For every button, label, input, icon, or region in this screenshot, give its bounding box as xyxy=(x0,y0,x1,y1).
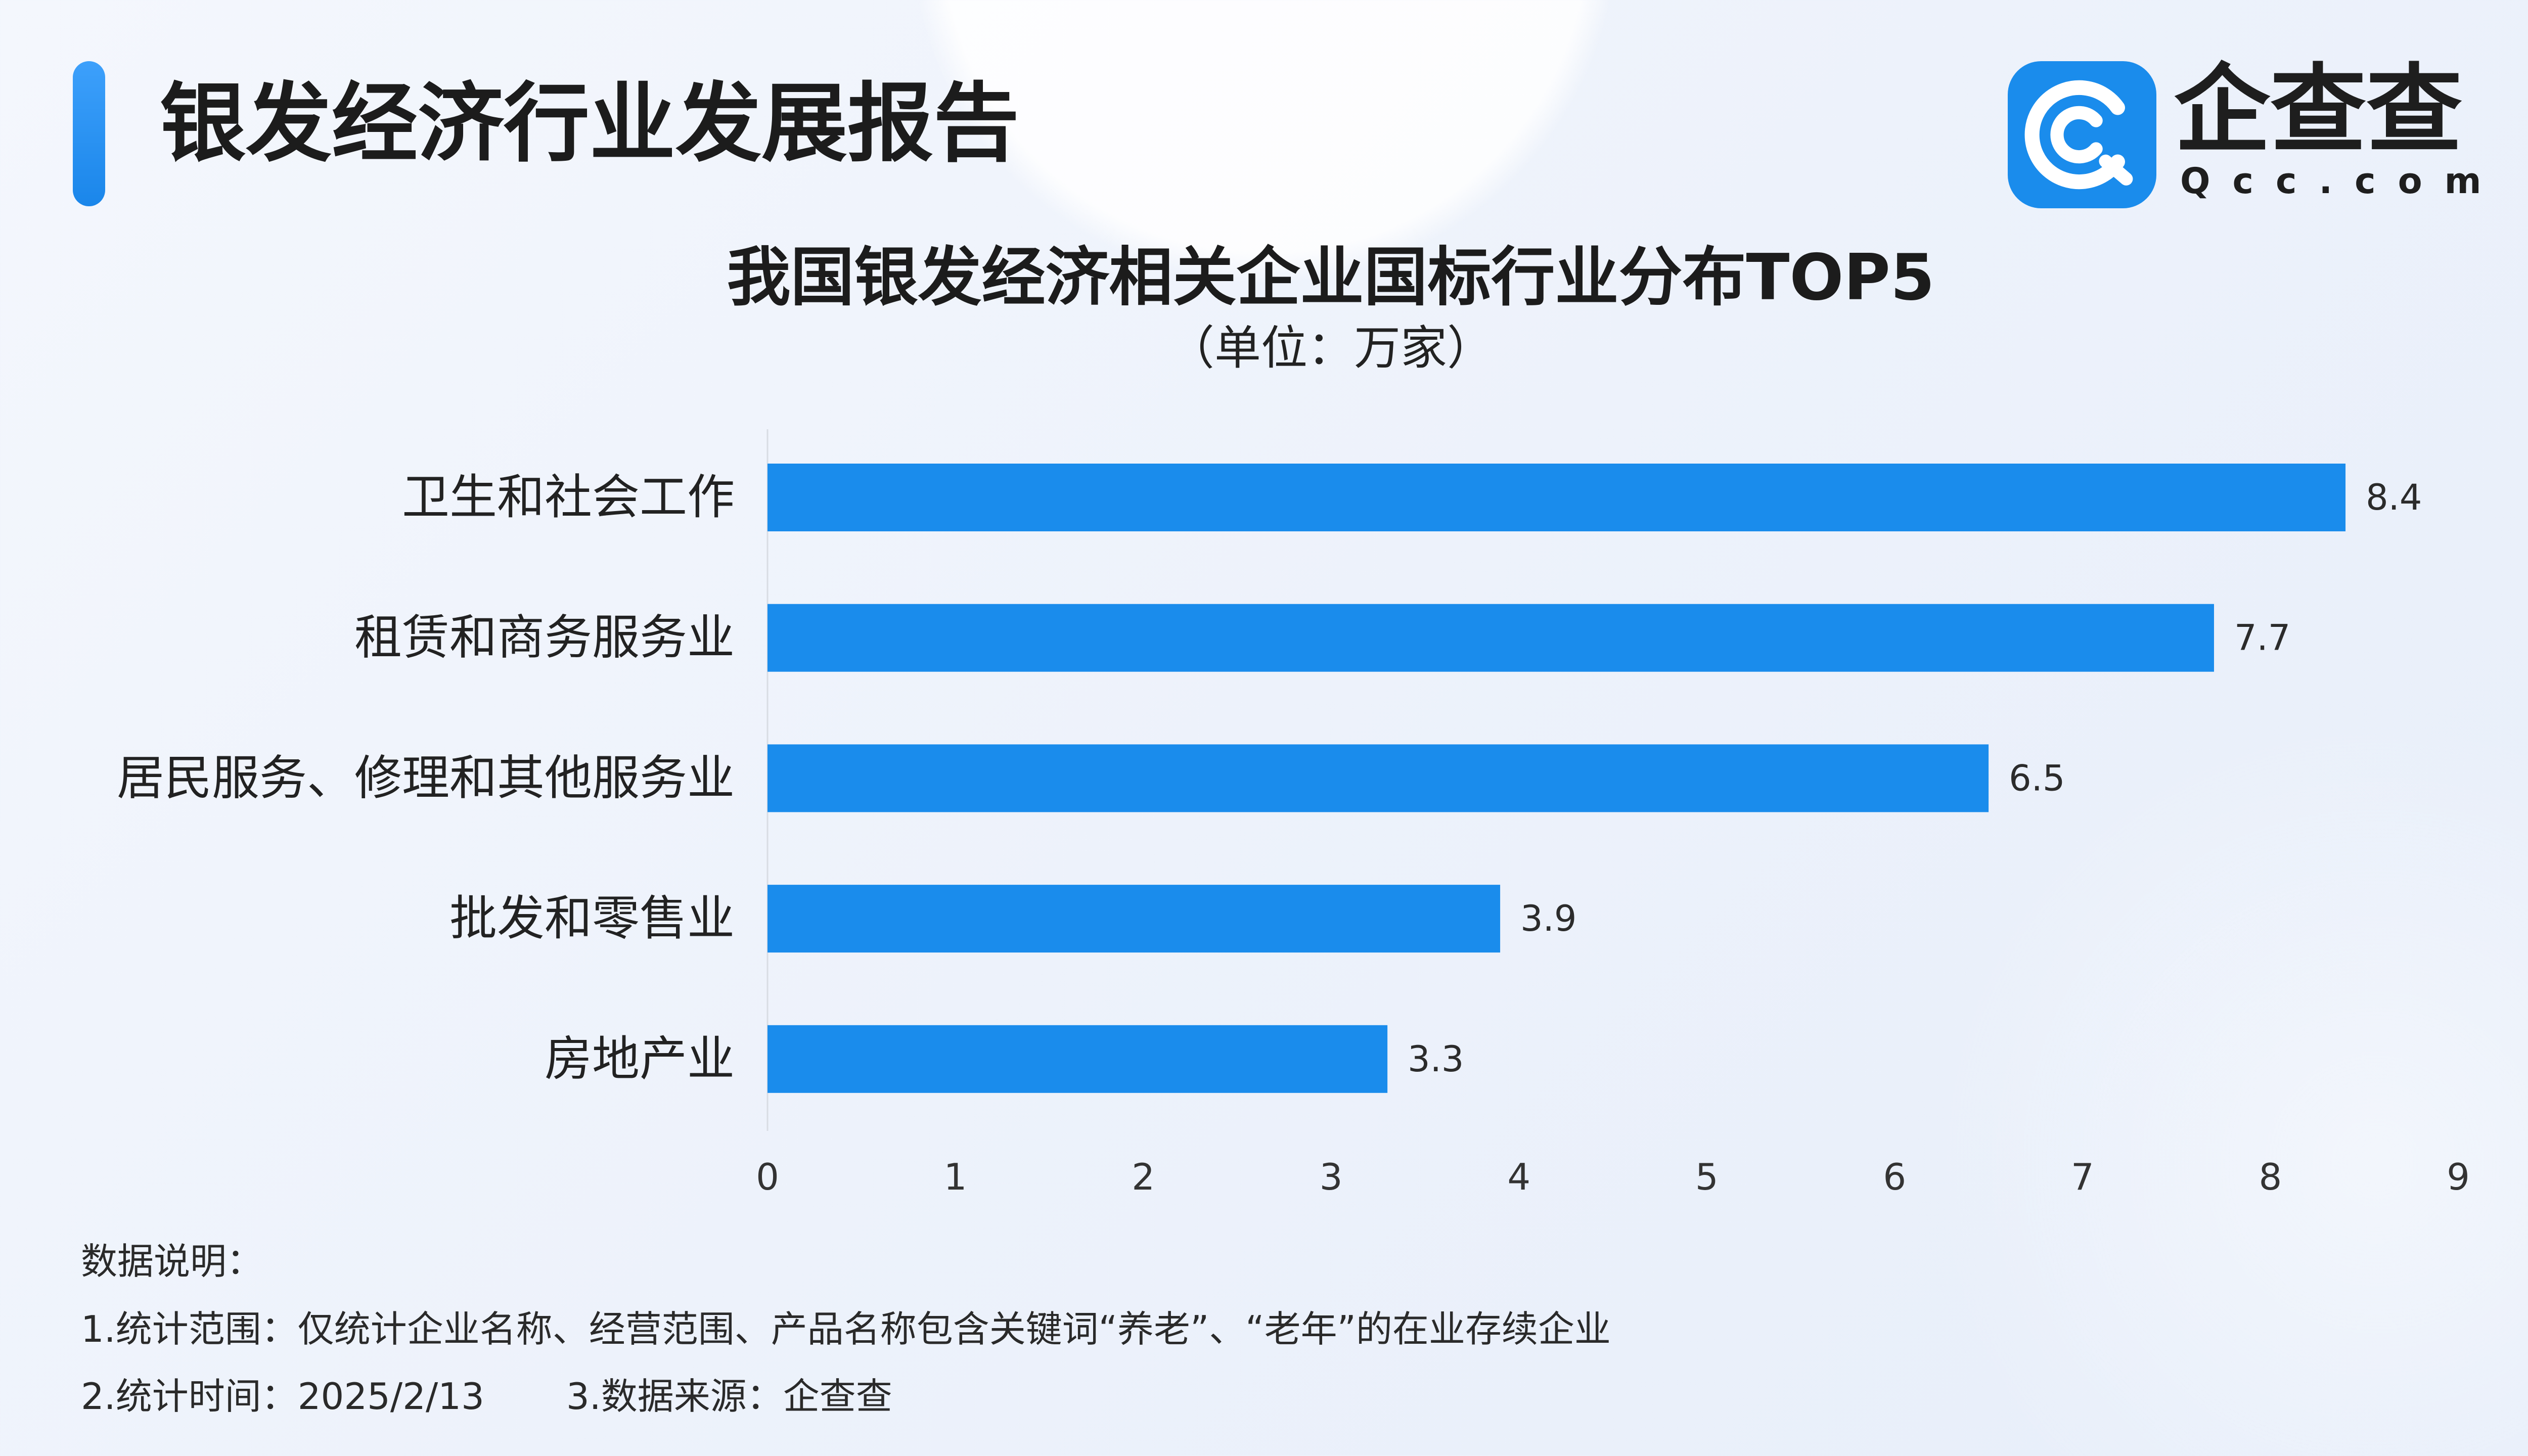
bar xyxy=(768,885,1501,953)
bar xyxy=(768,464,2346,531)
category-label: 批发和零售业 xyxy=(449,891,735,946)
category-label: 居民服务、修理和其他服务业 xyxy=(117,751,735,806)
value-label: 7.7 xyxy=(2234,617,2290,659)
x-tick-label: 2 xyxy=(1132,1156,1155,1198)
value-label: 8.4 xyxy=(2366,477,2422,518)
notes-source: 3.数据来源：企查查 xyxy=(566,1375,892,1418)
bar xyxy=(768,1025,1388,1093)
x-tick-label: 0 xyxy=(756,1156,779,1198)
x-tick-label: 8 xyxy=(2259,1156,2282,1198)
x-tick-label: 7 xyxy=(2071,1156,2094,1198)
x-tick-label: 1 xyxy=(944,1156,967,1198)
category-label: 租赁和商务服务业 xyxy=(354,610,735,665)
notes-scope: 1.统计范围：仅统计企业名称、经营范围、产品名称包含关键词“养老”、“老年”的在… xyxy=(81,1308,1611,1350)
page-title: 银发经济行业发展报告 xyxy=(160,74,1020,174)
brand-domain: Qcc.com xyxy=(2180,160,2504,202)
qcc-logo-icon xyxy=(2008,61,2156,208)
bar xyxy=(768,604,2214,672)
x-tick-label: 5 xyxy=(1695,1156,1719,1198)
brand-name: 企查查 xyxy=(2174,54,2463,166)
value-label: 6.5 xyxy=(2009,757,2065,799)
bar-chart-svg: 卫生和社会工作 8.4 租赁和商务服务业 7.7 居民服务、修理和其他服务业 6.5 批发和… xyxy=(117,429,2470,1198)
notes-time: 2.统计时间：2025/2/13 xyxy=(81,1375,484,1418)
notes-heading: 数据说明： xyxy=(81,1240,263,1283)
bar-chart: 卫生和社会工作 8.4 租赁和商务服务业 7.7 居民服务、修理和其他服务业 6.5 批发和… xyxy=(0,404,2528,1223)
bar xyxy=(768,744,1989,812)
x-tick-label: 9 xyxy=(2447,1156,2470,1198)
chart-title: 我国银发经济相关企业国标行业分布TOP5 xyxy=(727,240,1935,314)
category-label: 卫生和社会工作 xyxy=(402,470,735,525)
category-label: 房地产业 xyxy=(545,1031,735,1086)
value-label: 3.9 xyxy=(1520,898,1576,939)
x-tick-label: 3 xyxy=(1320,1156,1343,1198)
chart-subtitle: （单位：万家） xyxy=(1167,321,1494,375)
x-tick-label: 4 xyxy=(1507,1156,1530,1198)
x-tick-label: 6 xyxy=(1883,1156,1906,1198)
value-label: 3.3 xyxy=(1408,1038,1464,1080)
header-accent-bar xyxy=(73,61,105,206)
